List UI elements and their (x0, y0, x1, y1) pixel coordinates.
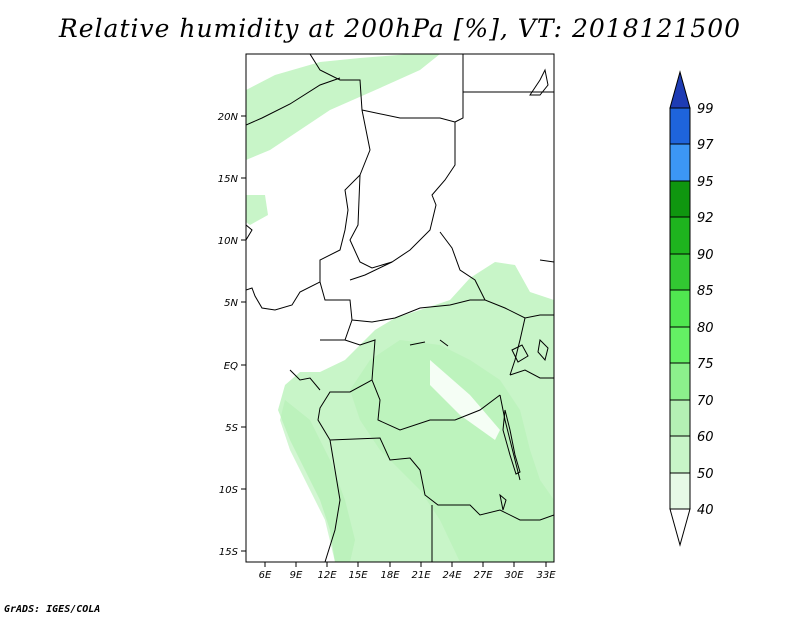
colorbar-box-80 (669, 326, 691, 364)
colorbar-box-90 (669, 253, 691, 291)
lat-label-10s: 10S (219, 485, 239, 496)
colorbar-under-arrow (669, 508, 691, 547)
lon-label-27e: 27E (473, 570, 493, 581)
colorbar-label-90: 90 (697, 248, 714, 263)
lon-label-6e: 6E (259, 570, 272, 581)
lon-axis: 6E 9E 12E 15E 18E 21E 24E 27E 30E 33E (259, 562, 556, 581)
colorbar-box-70 (669, 399, 691, 437)
lon-label-18e: 18E (380, 570, 400, 581)
lat-label-5n: 5N (224, 298, 238, 309)
colorbar: 99 97 95 92 90 85 80 75 70 60 50 40 (669, 70, 714, 547)
colorbar-label-97: 97 (697, 138, 714, 153)
lon-label-9e: 9E (290, 570, 303, 581)
lakes (409, 68, 549, 511)
colorbar-label-99: 99 (697, 102, 714, 117)
colorbar-over-arrow (669, 70, 691, 109)
colorbar-label-92: 92 (697, 211, 714, 226)
colorbar-label-70: 70 (697, 394, 714, 409)
colorbar-label-60: 60 (697, 430, 714, 445)
lon-label-12e: 12E (317, 570, 337, 581)
colorbar-box-50 (669, 472, 691, 510)
lat-label-20n: 20N (218, 112, 239, 123)
humidity-field (246, 54, 554, 562)
colorbar-label-40: 40 (697, 503, 714, 518)
humidity-area-north (246, 54, 440, 160)
colorbar-box-75 (669, 362, 691, 401)
colorbar-box-95 (669, 180, 691, 218)
colorbar-box-97 (669, 143, 691, 182)
map-frame (245, 53, 555, 563)
colorbar-label-80: 80 (697, 321, 714, 336)
lat-label-15s: 15S (219, 547, 239, 558)
colorbar-label-85: 85 (697, 284, 714, 299)
colorbar-box-92 (669, 216, 691, 255)
lat-label-5s: 5S (225, 423, 238, 434)
humidity-area-northwest (246, 195, 268, 225)
chart-title: Relative humidity at 200hPa [%], VT: 201… (58, 14, 742, 43)
dry-patch (430, 360, 500, 440)
colorbar-label-50: 50 (697, 467, 714, 482)
humidity-area-south-mid (350, 340, 554, 562)
country-borders (246, 54, 554, 562)
lon-label-33e: 33E (536, 570, 556, 581)
lat-label-eq: EQ (224, 361, 238, 372)
lon-label-30e: 30E (504, 570, 524, 581)
lon-label-24e: 24E (442, 570, 462, 581)
colorbar-label-75: 75 (697, 357, 714, 372)
colorbar-box-99 (669, 107, 691, 145)
lat-label-15n: 15N (218, 174, 239, 185)
lon-label-15e: 15E (348, 570, 368, 581)
lon-label-21e: 21E (411, 570, 431, 581)
lat-label-10n: 10N (218, 236, 239, 247)
credit-text: GrADS: IGES/COLA (4, 604, 101, 615)
colorbar-label-95: 95 (697, 175, 714, 190)
map-panel: 20N 15N 10N 5N EQ 5S 10S 15S 6E 9E 12E 1… (218, 53, 556, 581)
colorbar-box-60 (669, 435, 691, 474)
colorbar-box-85 (669, 289, 691, 328)
lat-axis: 20N 15N 10N 5N EQ 5S 10S 15S (218, 112, 246, 558)
